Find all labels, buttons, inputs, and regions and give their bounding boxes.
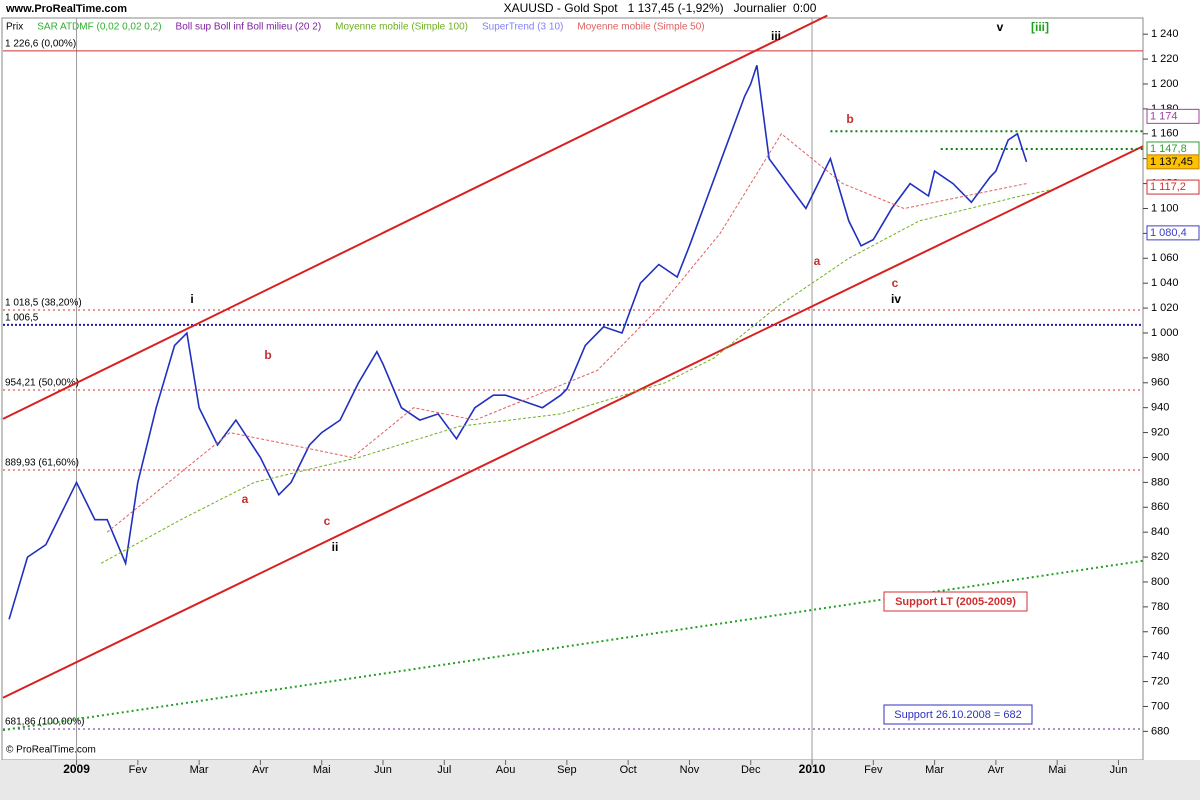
y-tick-label: 1 160	[1151, 128, 1179, 140]
legend-entry: SAR ATDMF (0,02 0,02 0,2)	[37, 22, 161, 33]
x-tick-label: Jul	[437, 764, 451, 776]
level-label: 1 018,5 (38,20%)	[5, 298, 82, 309]
price-tag-label: 1 080,4	[1150, 227, 1187, 239]
y-tick-label: 740	[1151, 651, 1169, 663]
trend-line	[2, 145, 1144, 699]
y-tick-label: 960	[1151, 377, 1169, 389]
x-tick-label: 2009	[63, 762, 90, 776]
x-tick-label: Mai	[1048, 764, 1066, 776]
level-label: 1 006,5	[5, 313, 39, 324]
wave-label: iii	[771, 29, 781, 43]
y-tick-label: 1 060	[1151, 252, 1179, 264]
x-tick-label: Oct	[620, 764, 637, 776]
y-tick-label: 980	[1151, 352, 1169, 364]
note-text: Support 26.10.2008 = 682	[894, 709, 1022, 721]
wave-label: [iii]	[1031, 20, 1049, 34]
price-tag	[1146, 108, 1200, 124]
y-tick-label: 720	[1151, 675, 1169, 687]
y-tick-label: 1 220	[1151, 53, 1179, 65]
y-tick-label: 1 000	[1151, 327, 1179, 339]
legend-entry: Prix	[6, 22, 23, 33]
x-tick-label: Dec	[741, 764, 761, 776]
y-tick-label: 840	[1151, 526, 1169, 538]
y-tick-label: 1 100	[1151, 202, 1179, 214]
y-tick-label: 920	[1151, 426, 1169, 438]
wave-label: a	[814, 254, 821, 268]
x-tick-label: Jun	[374, 764, 392, 776]
note-box	[883, 591, 1028, 612]
y-tick-label: 940	[1151, 402, 1169, 414]
price-tag	[1146, 154, 1200, 170]
legend-entry: Boll sup Boll inf Boll milieu (20 2)	[176, 22, 322, 33]
x-tick-label: 2010	[799, 762, 826, 776]
x-axis-band	[0, 760, 1200, 800]
wave-label: c	[892, 276, 899, 290]
wave-label: ii	[332, 540, 339, 554]
price-tag-label: 1 137,45	[1150, 156, 1193, 168]
y-tick-label: 700	[1151, 700, 1169, 712]
wave-label: i	[190, 292, 193, 306]
x-tick-label: Fev	[864, 764, 883, 776]
y-tick-label: 1 240	[1151, 28, 1179, 40]
y-tick-label: 780	[1151, 601, 1169, 613]
y-tick-label: 900	[1151, 451, 1169, 463]
series-line	[8, 65, 1028, 620]
level-label: 954,21 (50,00%)	[5, 378, 79, 389]
y-tick-label: 680	[1151, 725, 1169, 737]
legend-entry: Moyenne mobile (Simple 100)	[335, 22, 468, 33]
wave-label: a	[242, 492, 249, 506]
chart-title: XAUUSD - Gold Spot 1 137,45 (-1,92%) Jou…	[504, 1, 817, 15]
x-tick-label: Mar	[190, 764, 209, 776]
wave-label: c	[324, 514, 331, 528]
trend-line	[2, 559, 1144, 732]
y-tick-label: 1 020	[1151, 302, 1179, 314]
level-label: 1 226,6 (0,00%)	[5, 39, 76, 50]
level-label: 681,86 (100,00%)	[5, 717, 85, 728]
y-tick-label: 880	[1151, 476, 1169, 488]
site: www.ProRealTime.com	[5, 3, 127, 15]
x-tick-label: Avr	[252, 764, 269, 776]
trend-line	[2, 14, 828, 420]
wave-label: b	[846, 112, 853, 126]
level-label: 889,93 (61,60%)	[5, 458, 79, 469]
x-tick-label: Jun	[1110, 764, 1128, 776]
y-tick-label: 820	[1151, 551, 1169, 563]
copyright: © ProRealTime.com	[6, 745, 96, 756]
series-line	[100, 189, 1052, 564]
y-tick-label: 860	[1151, 501, 1169, 513]
x-tick-label: Sep	[557, 764, 577, 776]
legend-entry: SuperTrend (3 10)	[482, 22, 563, 33]
x-tick-label: Aou	[496, 764, 516, 776]
x-tick-label: Avr	[988, 764, 1005, 776]
y-tick-label: 800	[1151, 576, 1169, 588]
wave-label: iv	[891, 292, 901, 306]
price-tag-label: 1 147,8	[1150, 143, 1187, 155]
wave-label: v	[997, 20, 1004, 34]
price-tag	[1146, 225, 1200, 241]
y-tick-label: 1 040	[1151, 277, 1179, 289]
y-tick-label: 760	[1151, 626, 1169, 638]
note-text: Support LT (2005-2009)	[895, 596, 1016, 608]
legend-entry: Moyenne mobile (Simple 50)	[577, 22, 704, 33]
note-box	[883, 704, 1033, 725]
x-tick-label: Mar	[925, 764, 944, 776]
x-tick-label: Fev	[129, 764, 148, 776]
price-tag-label: 1 174	[1150, 110, 1178, 122]
x-tick-label: Mai	[313, 764, 331, 776]
price-tag-label: 1 117,2	[1150, 181, 1186, 193]
wave-label: b	[264, 348, 271, 362]
x-tick-label: Nov	[680, 764, 700, 776]
y-tick-label: 1 200	[1151, 78, 1179, 90]
price-tag	[1146, 179, 1200, 195]
